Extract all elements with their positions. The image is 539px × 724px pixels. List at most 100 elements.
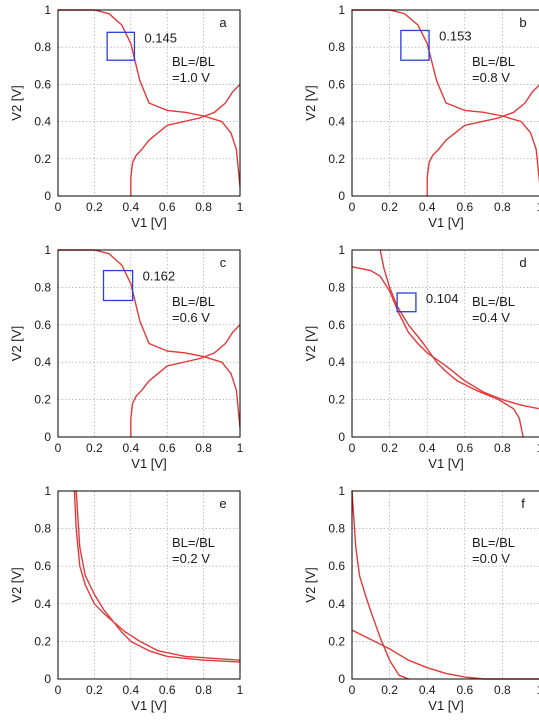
x-tick-label: 0.4 [419,441,436,455]
snm-square [106,31,136,61]
snm-square [102,269,134,302]
y-tick-label: 0 [338,189,345,203]
y-tick-label: 1 [338,243,345,257]
snm-value-label: 0.145 [144,30,177,45]
y-axis-label: V2 [V] [9,326,24,361]
y-tick-label: 0.2 [34,393,51,407]
transfer-curve-2 [379,249,524,438]
y-tick-label: 0 [44,430,51,444]
x-tick-label: 0.4 [419,683,436,697]
snm-square [400,29,430,61]
x-axis-label: V1 [V] [131,456,166,471]
x-tick-label: 0.4 [122,200,139,214]
y-tick-label: 0.4 [34,115,51,129]
x-tick-label: 0 [55,441,62,455]
y-tick-label: 0.4 [328,115,345,129]
x-axis-label: V1 [V] [428,698,463,713]
y-tick-label: 0 [44,672,51,686]
bias-condition-label: BL=/BL [172,54,215,69]
y-tick-label: 0.8 [34,40,51,54]
x-tick-label: 1 [537,441,539,455]
y-tick-label: 0.8 [34,522,51,536]
snm-value-label: 0.162 [143,269,176,284]
panel-c: 0 0.2 0.4 0.6 0.8 1 0 0.2 0.4 0.6 0.8 1 V1 [V] V2 [V]… [9,243,244,471]
y-tick-label: 0 [44,189,51,203]
panel-letter: b [519,15,526,30]
y-tick-label: 0.2 [34,634,51,648]
y-tick-label: 1 [44,243,51,257]
y-tick-label: 0.6 [328,559,345,573]
y-tick-label: 0.2 [328,152,345,166]
x-tick-label: 0.6 [456,441,473,455]
panel-letter: e [219,496,226,511]
transfer-curve-2 [73,490,241,661]
bias-voltage-label: =1.0 V [172,70,210,85]
x-tick-label: 0 [349,441,356,455]
x-tick-label: 0.2 [86,200,103,214]
bias-condition-label: BL=/BL [172,535,215,550]
transfer-curve-1 [75,490,241,663]
panel-e: 0 0.2 0.4 0.6 0.8 1 0 0.2 0.4 0.6 0.8 1 V1 [V] V2 [V]… [9,484,244,713]
x-tick-label: 0 [55,683,62,697]
x-tick-label: 0.2 [381,683,398,697]
x-tick-label: 1 [537,683,539,697]
bias-condition-label: BL=/BL [472,294,515,309]
y-tick-label: 0.8 [328,522,345,536]
x-tick-label: 0 [349,683,356,697]
transfer-curve-2 [426,84,539,197]
x-tick-label: 0.2 [86,683,103,697]
panel-letter: f [521,496,525,511]
plot-frame [57,490,241,680]
snm-value-label: 0.104 [426,291,459,306]
transfer-curve-1 [351,490,410,680]
plot-frame [351,249,539,438]
panel-a: 0 0.2 0.4 0.6 0.8 1 0 0.2 0.4 0.6 0.8 1 V1 [V] V2 [V]… [9,3,244,230]
x-tick-label: 0.4 [122,683,139,697]
y-axis-label: V2 [V] [303,85,318,120]
bias-voltage-label: =0.4 V [472,310,510,325]
x-tick-label: 0.4 [122,441,139,455]
snm-value-label: 0.153 [439,28,472,43]
y-axis-label: V2 [V] [303,567,318,602]
x-axis-label: V1 [V] [131,215,166,230]
x-tick-label: 0.2 [381,200,398,214]
y-tick-label: 0.8 [34,280,51,294]
bias-voltage-label: =0.8 V [472,70,510,85]
transfer-curve-2 [130,83,241,197]
y-tick-label: 0.6 [328,77,345,91]
y-tick-label: 0 [338,672,345,686]
y-tick-label: 0.8 [328,40,345,54]
panel-letter: c [220,255,227,270]
y-tick-label: 0.4 [34,355,51,369]
plot-frame [57,9,241,197]
y-tick-label: 0.8 [328,280,345,294]
x-tick-label: 0.6 [159,441,176,455]
y-tick-label: 0.4 [328,597,345,611]
y-axis-label: V2 [V] [303,326,318,361]
x-tick-label: 1 [237,200,244,214]
plot-frame [57,249,241,438]
x-tick-label: 0.2 [86,441,103,455]
x-tick-label: 0.6 [456,200,473,214]
y-tick-label: 0.2 [328,634,345,648]
panel-f: 0 0.2 0.4 0.6 0.8 1 0 0.2 0.4 0.6 0.8 1 V1 [V] V2 [V]… [303,484,539,713]
y-axis-label: V2 [V] [9,85,24,120]
x-tick-label: 0.6 [159,683,176,697]
x-tick-label: 1 [237,441,244,455]
x-tick-label: 0 [349,200,356,214]
x-tick-label: 1 [237,683,244,697]
bias-condition-label: BL=/BL [472,535,515,550]
bias-condition-label: BL=/BL [472,54,515,69]
x-tick-label: 0.2 [381,441,398,455]
x-tick-label: 1 [537,200,539,214]
y-tick-label: 0.4 [34,597,51,611]
panel-d: 0 0.2 0.4 0.6 0.8 1 0 0.2 0.4 0.6 0.8 1 V1 [V] V2 [V]… [303,243,539,471]
x-tick-label: 0.8 [195,200,212,214]
transfer-curve-1 [351,266,539,410]
x-tick-label: 0.6 [159,200,176,214]
x-tick-label: 0.8 [494,683,511,697]
y-tick-label: 0.2 [34,152,51,166]
panel-b: 0 0.2 0.4 0.6 0.8 1 0 0.2 0.4 0.6 0.8 1 V1 [V] V2 [V]… [303,3,539,230]
y-tick-label: 0.2 [328,393,345,407]
